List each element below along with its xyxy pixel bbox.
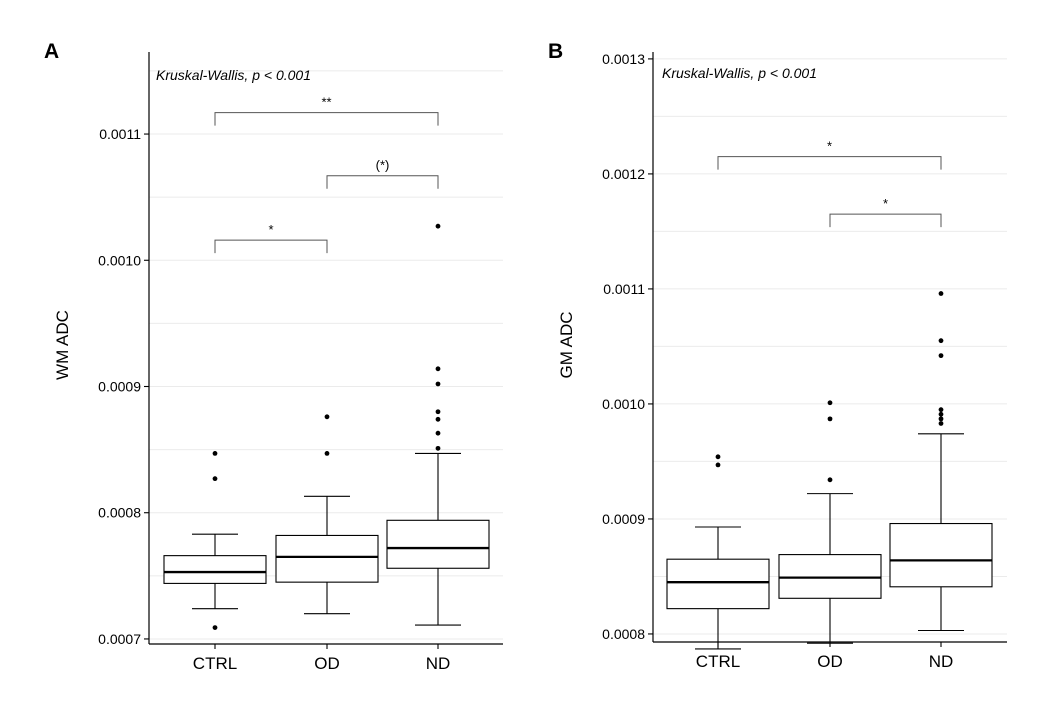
iqr-box bbox=[778, 554, 882, 599]
boxplot-ctrl bbox=[666, 454, 770, 650]
iqr-box bbox=[889, 522, 993, 588]
outlier-point bbox=[212, 625, 218, 630]
panel-a-x-ticks: CTRL OD ND bbox=[193, 644, 450, 673]
outlier-point bbox=[715, 454, 721, 460]
panel-a-test-label: Kruskal-Wallis, p < 0.001 bbox=[156, 67, 311, 83]
y-tick-label: 0.0009 bbox=[602, 511, 645, 527]
outlier-point bbox=[938, 411, 944, 417]
bracket-line bbox=[717, 156, 942, 170]
outlier-point bbox=[435, 366, 441, 372]
boxplot-od bbox=[275, 414, 379, 615]
y-tick-label: 0.0008 bbox=[98, 505, 141, 521]
outlier-point bbox=[435, 223, 441, 229]
y-tick-label: 0.0009 bbox=[98, 378, 141, 394]
outlier-point bbox=[827, 416, 833, 422]
y-tick-label: 0.0010 bbox=[98, 252, 141, 268]
outlier-point bbox=[212, 476, 218, 482]
outlier-point bbox=[435, 416, 441, 422]
significance-label: (*) bbox=[376, 158, 390, 173]
significance-label: * bbox=[827, 139, 832, 154]
panel-b-y-axis-label: GM ADC bbox=[557, 311, 576, 378]
significance-label: * bbox=[268, 222, 273, 237]
x-tick-label-ctrl: CTRL bbox=[193, 654, 237, 673]
outlier-point bbox=[827, 400, 833, 406]
x-tick-label-od: OD bbox=[817, 652, 843, 671]
x-tick-label-ctrl: CTRL bbox=[696, 652, 740, 671]
significance-bracket-od-nd: * bbox=[829, 196, 942, 228]
panel-b-letter: B bbox=[548, 40, 563, 63]
outlier-point bbox=[435, 409, 441, 415]
outlier-point bbox=[827, 477, 833, 483]
outlier-point bbox=[938, 407, 944, 413]
panel-a-plot: ** (*) * bbox=[163, 95, 490, 630]
x-tick-label-od: OD bbox=[314, 654, 340, 673]
panel-a: A WM ADC Kruskal-Wallis, p < 0.001 ** (*)… bbox=[44, 40, 503, 673]
outlier-point bbox=[938, 338, 944, 344]
outlier-point bbox=[324, 450, 330, 456]
significance-bracket-od-nd: (*) bbox=[326, 158, 439, 189]
panel-b-plot: ** bbox=[666, 139, 993, 650]
significance-bracket-ctrl-od: * bbox=[214, 222, 328, 254]
y-tick-label: 0.0011 bbox=[99, 126, 141, 142]
iqr-box bbox=[163, 555, 267, 584]
bracket-line bbox=[829, 213, 942, 228]
significance-bracket-ctrl-nd: ** bbox=[214, 95, 439, 126]
x-tick-label-nd: ND bbox=[426, 654, 451, 673]
boxplot-od bbox=[778, 400, 882, 644]
bracket-line bbox=[326, 175, 439, 189]
panel-b-test-label: Kruskal-Wallis, p < 0.001 bbox=[662, 65, 817, 81]
boxplot-nd bbox=[889, 291, 993, 632]
y-tick-label: 0.0007 bbox=[98, 631, 141, 647]
y-tick-label: 0.0012 bbox=[602, 166, 645, 182]
outlier-point bbox=[212, 450, 218, 456]
panel-b-x-ticks: CTRL OD ND bbox=[696, 642, 953, 671]
boxplot-nd bbox=[386, 223, 490, 626]
iqr-box bbox=[386, 519, 490, 569]
y-tick-label: 0.0010 bbox=[602, 396, 645, 412]
bracket-line bbox=[214, 239, 328, 254]
panel-a-y-ticks: 0.0007 0.0008 0.0009 0.0010 0.0011 bbox=[98, 126, 149, 647]
boxplot-ctrl bbox=[163, 450, 267, 630]
panel-a-letter: A bbox=[44, 40, 59, 63]
panel-b-y-ticks: 0.0008 0.0009 0.0010 0.0011 0.0012 0.0013 bbox=[602, 51, 653, 642]
outlier-point bbox=[435, 430, 441, 436]
outlier-point bbox=[435, 445, 441, 451]
y-tick-label: 0.0008 bbox=[602, 626, 645, 642]
iqr-box bbox=[275, 534, 379, 583]
y-tick-label: 0.0011 bbox=[603, 281, 645, 297]
outlier-point bbox=[435, 381, 441, 387]
significance-label: ** bbox=[321, 95, 331, 110]
panel-a-y-axis-label: WM ADC bbox=[53, 310, 72, 380]
iqr-box bbox=[666, 558, 770, 610]
outlier-point bbox=[938, 353, 944, 359]
x-tick-label-nd: ND bbox=[929, 652, 954, 671]
outlier-point bbox=[938, 291, 944, 296]
bracket-line bbox=[214, 112, 439, 126]
significance-bracket-ctrl-nd: * bbox=[717, 139, 942, 170]
outlier-point bbox=[324, 414, 330, 420]
significance-label: * bbox=[883, 196, 888, 211]
outlier-point bbox=[715, 462, 721, 468]
panel-b: B GM ADC Kruskal-Wallis, p < 0.001 ** 0.… bbox=[548, 40, 1007, 671]
outlier-point bbox=[938, 421, 944, 426]
outlier-point bbox=[938, 416, 944, 422]
y-tick-label: 0.0013 bbox=[602, 51, 645, 67]
